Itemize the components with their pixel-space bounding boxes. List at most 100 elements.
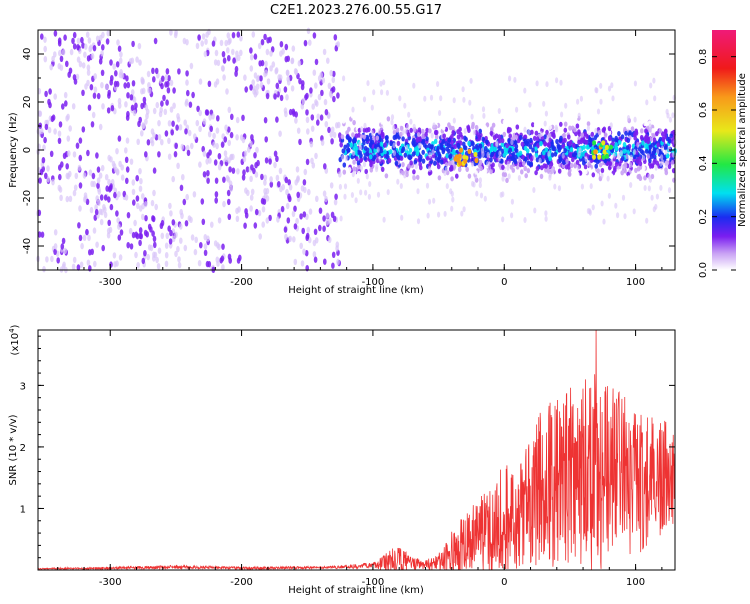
spectrogram-cell: [145, 113, 149, 120]
spectrogram-cell: [338, 171, 342, 178]
spectrogram-cell: [506, 160, 510, 167]
spectrogram-cell: [390, 119, 394, 126]
spectrogram-cell: [107, 219, 111, 226]
spectrogram-cell: [514, 154, 518, 160]
spectrogram-cell: [582, 123, 586, 129]
spectrogram-cell: [169, 106, 174, 113]
spectrogram-cell: [590, 131, 595, 137]
spectrogram-cell: [244, 86, 248, 93]
spectrogram-cell: [379, 141, 384, 147]
spectrogram-cell: [633, 80, 638, 87]
spectrogram-cell: [76, 264, 81, 271]
spectrogram-cell: [412, 137, 416, 143]
spectrogram-cell: [511, 146, 515, 152]
spectrogram-cell: [341, 148, 346, 154]
spectrogram-cell: [91, 172, 96, 180]
spectrogram-cell: [563, 137, 567, 143]
spectrogram-cell: [370, 130, 374, 136]
spectrogram-cell: [460, 210, 464, 217]
bottom-xtick-label: -100: [362, 577, 385, 588]
spectrogram-cell: [652, 77, 656, 84]
spectrogram-cell: [390, 172, 394, 178]
spectrogram-cell: [493, 146, 498, 152]
spectrogram-cell: [548, 124, 552, 130]
spectrogram-cell: [176, 245, 180, 253]
spectrogram-cell: [290, 85, 295, 92]
spectrogram-cell: [502, 131, 507, 137]
spectrogram-cell: [376, 142, 381, 148]
spectrogram-cell: [395, 132, 399, 138]
spectrogram-cell: [56, 257, 60, 264]
spectrogram-cell: [415, 174, 420, 180]
spectrogram-cell: [286, 79, 291, 86]
spectrogram-cell: [467, 127, 471, 133]
spectrogram-cell: [342, 162, 347, 168]
spectrogram-cell: [614, 145, 618, 151]
spectrogram-cell: [274, 68, 279, 75]
spectrogram-cell: [83, 196, 87, 203]
spectrogram-cell: [152, 235, 157, 243]
spectrogram-cell: [81, 126, 86, 133]
spectrogram-cell: [336, 92, 340, 99]
spectrogram-cell: [325, 212, 330, 219]
spectrogram-cell: [43, 36, 47, 43]
spectrogram-cell: [584, 169, 588, 175]
spectrogram-cell: [43, 45, 47, 53]
spectrogram-cell: [443, 189, 448, 195]
spectrogram-cell: [542, 150, 546, 156]
spectrogram-cell: [422, 109, 426, 115]
spectrogram-cell: [392, 124, 396, 131]
spectrogram-cell: [61, 237, 66, 245]
spectrogram-cell: [297, 60, 302, 67]
spectrogram-cell: [138, 116, 142, 124]
spectrogram-cell: [489, 130, 494, 136]
spectrogram-cell: [381, 133, 385, 140]
spectrogram-cell: [203, 249, 208, 256]
spectrogram-cell: [86, 79, 90, 87]
spectrogram-cell: [555, 138, 559, 145]
spectrogram-cell: [631, 175, 636, 181]
spectrogram-cell: [580, 183, 585, 190]
spectrogram-cell: [255, 83, 260, 90]
spectrogram-cell: [567, 171, 572, 177]
spectrogram-cell: [42, 266, 46, 273]
spectrogram-cell: [398, 95, 402, 102]
spectrogram-cell: [339, 142, 344, 148]
spectrogram-cell: [331, 86, 336, 93]
spectrogram-cell: [221, 243, 225, 250]
spectrogram-cell: [534, 146, 538, 152]
spectrogram-cell: [227, 157, 231, 164]
spectrogram-cell: [403, 102, 407, 109]
spectrogram-cell: [78, 205, 82, 212]
spectrogram-cell: [429, 144, 434, 150]
spectrogram-cell: [661, 137, 666, 143]
spectrogram-cell: [497, 108, 501, 114]
spectrogram-cell: [660, 113, 665, 119]
spectrogram-cell: [463, 184, 468, 190]
spectrogram-cell: [257, 42, 262, 50]
spectrogram-cell: [310, 157, 314, 164]
spectrogram-cell: [224, 155, 228, 163]
spectrogram-cell: [295, 217, 299, 225]
spectrogram-cell: [79, 261, 84, 268]
bottom-ytick-label: 2: [20, 443, 26, 454]
spectrogram-cell: [315, 195, 319, 202]
spectrogram-cell: [508, 147, 512, 153]
spectrogram-cell: [124, 194, 129, 201]
spectrogram-cell: [425, 182, 430, 189]
bottom-xlabel: Height of straight line (km): [288, 585, 424, 596]
spectrogram-cell: [451, 130, 456, 136]
spectrogram-cell: [354, 183, 359, 189]
spectrogram-cell: [169, 29, 173, 36]
spectrogram-cell: [608, 161, 613, 167]
spectrogram-cell: [567, 134, 571, 140]
spectrogram-cell: [82, 172, 87, 179]
spectrogram-cell: [220, 255, 225, 262]
spectrogram-cell: [268, 214, 272, 222]
spectrogram-cell: [653, 95, 657, 102]
spectrogram-cell: [399, 169, 403, 176]
spectrogram-cell: [48, 101, 52, 109]
spectrogram-cell: [264, 69, 269, 76]
spectrogram-cell: [668, 116, 673, 123]
spectrogram-cell: [213, 159, 218, 166]
